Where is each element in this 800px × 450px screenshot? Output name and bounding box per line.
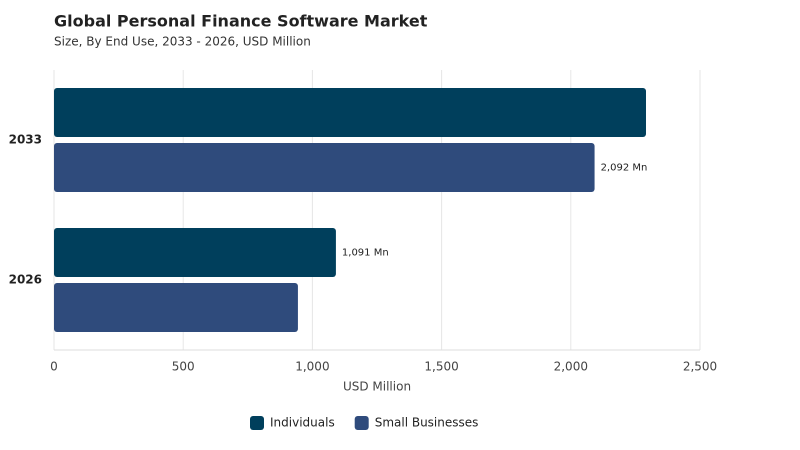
legend-swatch <box>250 416 264 430</box>
bar <box>54 228 336 277</box>
x-tick-label: 0 <box>50 360 58 374</box>
chart-subtitle: Size, By End Use, 2033 - 2026, USD Milli… <box>54 35 311 49</box>
value-label: 1,091 Mn <box>342 248 389 259</box>
x-tick-label: 2,000 <box>554 360 588 374</box>
x-axis-label: USD Million <box>343 380 411 394</box>
x-tick-label: 2,500 <box>683 360 717 374</box>
x-tick-label: 1,500 <box>424 360 458 374</box>
y-tick-label: 2026 <box>9 273 42 287</box>
chart-title: Global Personal Finance Software Market <box>54 12 428 31</box>
value-label: 2,092 Mn <box>601 163 648 174</box>
legend-label: Small Businesses <box>375 416 479 430</box>
bar <box>54 283 298 332</box>
x-tick-label: 500 <box>172 360 195 374</box>
legend-swatch <box>354 416 369 430</box>
bar <box>54 88 646 137</box>
y-tick-label: 2033 <box>9 133 42 147</box>
legend-label: Individuals <box>270 416 335 430</box>
x-tick-label: 1,000 <box>295 360 329 374</box>
bar <box>54 143 595 192</box>
